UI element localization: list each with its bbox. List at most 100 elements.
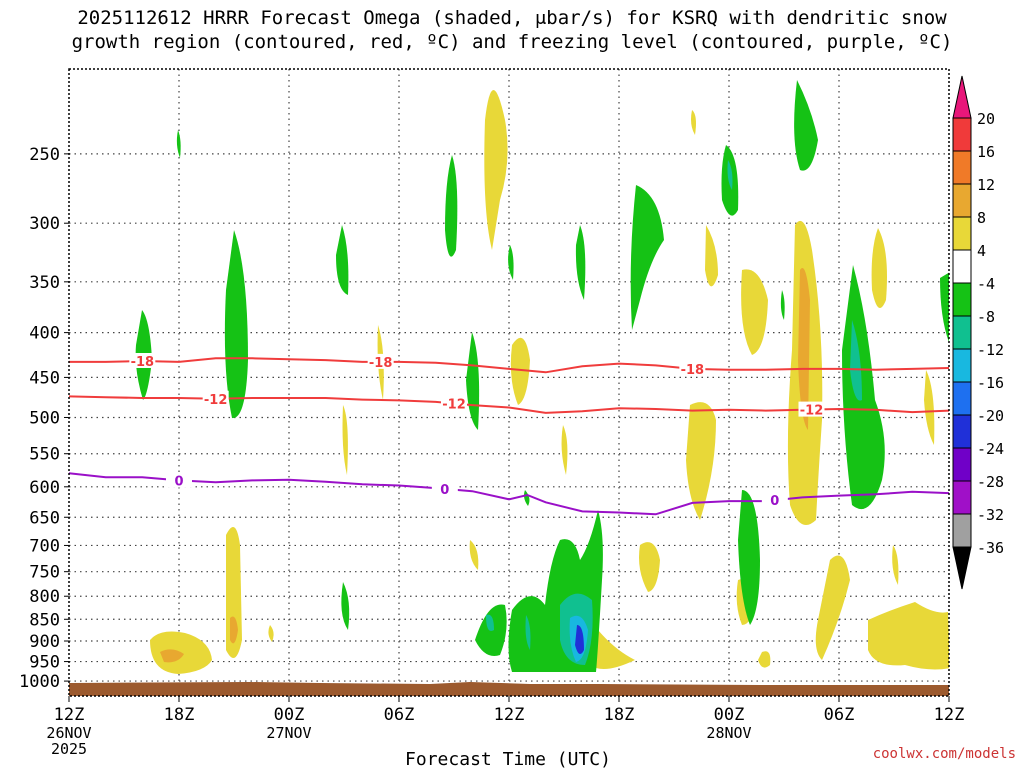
x-tick-label: 00Z [274, 705, 305, 725]
x-date-label: 26NOV [46, 724, 91, 742]
omega-shade-positive [268, 625, 274, 642]
colorbar-label: -12 [977, 341, 1004, 359]
colorbar-swatch [952, 348, 972, 383]
contour-label: 0 [440, 483, 449, 498]
x-tick-label: 12Z [494, 705, 525, 725]
x-tick-label: 06Z [384, 705, 415, 725]
colorbar-arrow-top [952, 75, 972, 119]
omega-shade-positive [686, 402, 716, 520]
omega-shade-positive [798, 268, 810, 430]
colorbar-swatch [952, 414, 972, 449]
omega-shade-negative [524, 490, 530, 506]
colorbar-label: -24 [977, 440, 1004, 458]
y-tick-label: 600 [29, 478, 60, 498]
chart-title: 2025112612 HRRR Forecast Omega (shaded, … [0, 6, 1024, 54]
omega-shade-negative [525, 615, 531, 650]
omega-shade-negative [575, 625, 584, 654]
y-tick-label: 700 [29, 536, 60, 556]
y-tick-label: 550 [29, 445, 60, 465]
contour-line-0 [68, 472, 950, 516]
plot-frame [68, 68, 950, 697]
colorbar-label: -16 [977, 374, 1004, 392]
omega-shade-negative [780, 290, 785, 320]
temperature-contours: -18 -18 -18 -12 -12 -12 0 0 0 [68, 352, 950, 516]
x-year-label: 2025 [51, 740, 87, 758]
colorbar-label: 20 [977, 110, 995, 128]
omega-shade-negative [341, 582, 350, 630]
colorbar-swatch [952, 150, 972, 185]
omega-shade-positive [741, 269, 768, 355]
x-tick-label: 00Z [714, 705, 745, 725]
y-tick-label: 500 [29, 408, 60, 428]
x-date-label: 28NOV [706, 724, 751, 742]
omega-shade-positive [705, 225, 718, 287]
chart-title-line1: 2025112612 HRRR Forecast Omega (shaded, … [77, 7, 947, 29]
y-axis: 2503003504004505005506006507007508008509… [19, 145, 69, 692]
omega-shade-negative [738, 490, 760, 625]
omega-shade-negative [575, 225, 586, 300]
y-tick-label: 750 [29, 563, 60, 583]
omega-shade-positive [815, 555, 850, 660]
colorbar-swatch [952, 381, 972, 416]
contour-label-bg [367, 353, 394, 369]
chart-title-line2: growth region (contoured, red, ºC) and f… [71, 31, 953, 53]
omega-shade-positive [230, 616, 238, 644]
y-tick-label: 850 [29, 610, 60, 630]
omega-shade-positive [924, 370, 935, 445]
colorbar-label: 12 [977, 176, 995, 194]
colorbar-swatch [952, 282, 972, 317]
contour-label-bg [129, 352, 156, 368]
x-tick-label: 06Z [824, 705, 855, 725]
contour-label-bg [441, 395, 467, 411]
y-tick-label: 800 [29, 587, 60, 607]
x-tick-label: 18Z [604, 705, 635, 725]
contour-label: -12 [204, 393, 228, 408]
x-date-label: 27NOV [266, 724, 311, 742]
colorbar-swatch [952, 183, 972, 218]
contour-label: -18 [681, 363, 705, 378]
colorbar-label: -8 [977, 308, 995, 326]
omega-shade-positive [639, 542, 660, 592]
contour-label: -18 [369, 356, 393, 371]
omega-shade-negative [794, 80, 818, 171]
y-tick-label: 350 [29, 273, 60, 293]
colorbar-label: -32 [977, 506, 1004, 524]
contour-label: -12 [442, 398, 466, 413]
omega-shading [135, 80, 949, 674]
omega-shade-positive [892, 545, 899, 585]
contour-label-bg [679, 360, 706, 376]
colorbar-swatch [952, 216, 972, 251]
colorbar-swatch [952, 315, 972, 350]
gridlines [69, 69, 949, 696]
contour-line--18 [69, 357, 950, 374]
contour-label-bg [761, 492, 788, 508]
x-axis-label: Forecast Time (UTC) [405, 749, 611, 768]
omega-shade-positive [593, 630, 635, 669]
omega-shade-negative [940, 272, 949, 343]
omega-shade-negative [850, 320, 862, 401]
omega-shade-positive [758, 651, 771, 668]
colorbar-arrow-bottom [952, 546, 972, 590]
omega-shade-positive [469, 540, 479, 570]
colorbar-swatch [952, 480, 972, 515]
contour-label: 0 [770, 494, 779, 509]
omega-shade-negative [176, 130, 181, 158]
colorbar-label: -4 [977, 275, 995, 293]
colorbar-label: -36 [977, 539, 1004, 557]
colorbar-swatch [952, 249, 972, 284]
credit-text: coolwx.com/models [872, 746, 1016, 762]
omega-shade-negative [630, 185, 664, 330]
omega-shade-positive [871, 228, 887, 308]
y-tick-label: 250 [29, 145, 60, 165]
y-tick-label: 950 [29, 653, 60, 673]
colorbar-label: 16 [977, 143, 995, 161]
omega-shade-positive [868, 602, 949, 670]
colorbar-label: -28 [977, 473, 1004, 491]
colorbar: 20 16 12 8 4 -4 -8 -12 -16 -20 -24 -28 -32 -36 [952, 75, 1004, 590]
y-tick-label: 400 [29, 324, 60, 344]
omega-shade-positive [160, 649, 184, 663]
colorbar-swatch [952, 117, 972, 152]
y-tick-label: 1000 [19, 672, 60, 692]
